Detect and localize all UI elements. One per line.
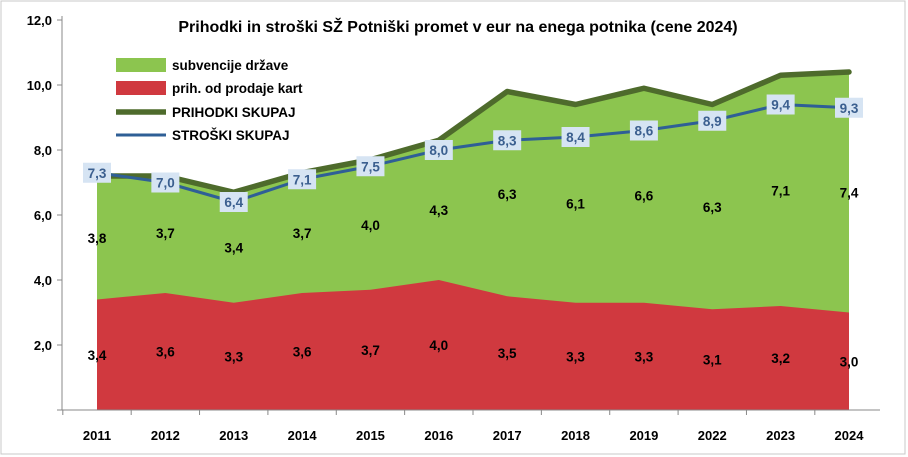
subvencije-data-label: 6,1: [566, 197, 585, 212]
cost-data-label: 8,4: [566, 130, 585, 145]
prodaja-data-label: 4,0: [429, 338, 448, 353]
cost-data-label: 7,5: [361, 159, 380, 174]
subvencije-data-label: 4,3: [429, 203, 448, 218]
legend-label-stroski: STROŠKI SKUPAJ: [172, 128, 290, 143]
cost-label-box: [493, 130, 522, 151]
x-tick-label: 2014: [288, 428, 318, 443]
x-tick-label: 2016: [424, 428, 453, 443]
legend-swatch-subvencije: [116, 58, 166, 72]
cost-label-box: [561, 127, 590, 147]
chart-title: Prihodki in stroški SŽ Potniški promet v…: [178, 17, 737, 36]
prodaja-data-label: 3,2: [771, 351, 790, 366]
x-tick-label: 2015: [356, 428, 385, 443]
y-tick-label: 6,0: [34, 208, 52, 223]
legend-label-subvencije: subvencije države: [172, 58, 289, 73]
line-prihodki-skupaj: [94, 69, 852, 195]
cost-label-box: [288, 169, 317, 190]
cost-label-box: [698, 110, 727, 131]
cost-data-label: 9,4: [771, 98, 790, 113]
prodaja-data-label: 3,3: [224, 349, 243, 364]
cost-data-label: 8,6: [635, 124, 654, 139]
area-prih-od-prodaje-kart: [97, 280, 849, 410]
prodaja-data-label: 3,6: [156, 345, 175, 360]
cost-label-box: [83, 162, 111, 183]
cost-label-box: [766, 94, 795, 115]
prodaja-data-label: 3,1: [703, 353, 722, 368]
y-tick-label: 8,0: [34, 143, 52, 158]
x-tick-label: 2011: [83, 428, 111, 443]
y-tick-label: 2,0: [34, 338, 52, 353]
cost-data-label: 8,9: [703, 114, 722, 129]
cost-data-label: 6,4: [224, 195, 243, 210]
cost-label-box: [356, 156, 385, 177]
subvencije-data-label: 7,1: [771, 184, 790, 199]
x-tick-label: 2018: [561, 428, 590, 443]
cost-data-label: 7,3: [88, 166, 107, 181]
x-tick-label: 2022: [698, 428, 727, 443]
x-tick-label: 2012: [151, 428, 180, 443]
cost-data-label: 7,0: [156, 176, 175, 191]
prodaja-data-label: 3,3: [566, 349, 585, 364]
prodaja-data-label: 3,6: [293, 345, 312, 360]
cost-data-label: 7,1: [293, 172, 312, 187]
subvencije-data-label: 6,6: [635, 189, 654, 204]
y-tick-label: 12,0: [27, 13, 52, 28]
legend-label-prihodki: PRIHODKI SKUPAJ: [172, 105, 296, 120]
x-tick-label: 2019: [629, 428, 658, 443]
cost-label-box: [835, 97, 863, 118]
cost-label-box: [424, 140, 453, 160]
prodaja-data-label: 3,7: [361, 343, 380, 358]
cost-data-label: 9,3: [840, 101, 859, 116]
subvencije-data-label: 3,8: [88, 231, 107, 246]
subvencije-data-label: 3,7: [156, 226, 175, 241]
cost-label-box: [151, 172, 180, 193]
x-tick-label: 2013: [219, 428, 248, 443]
x-tick-label: 2017: [493, 428, 522, 443]
prodaja-data-label: 3,0: [840, 354, 859, 369]
cost-data-label: 8,0: [429, 143, 448, 158]
subvencije-data-label: 3,4: [224, 241, 243, 256]
subvencije-data-label: 3,7: [293, 226, 312, 241]
cost-label-box: [219, 192, 248, 212]
subvencije-data-label: 7,4: [840, 185, 859, 200]
subvencije-data-label: 6,3: [703, 200, 722, 215]
subvencije-data-label: 6,3: [498, 187, 517, 202]
prodaja-data-label: 3,4: [88, 348, 107, 363]
prodaja-data-label: 3,3: [635, 349, 654, 364]
y-tick-label: 10,0: [27, 78, 52, 93]
y-tick-label: 4,0: [34, 273, 52, 288]
cost-data-label: 8,3: [498, 133, 517, 148]
x-tick-label: 2024: [835, 428, 865, 443]
x-tick-label: 2023: [766, 428, 795, 443]
cost-label-box: [629, 120, 658, 141]
legend-swatch-prodaja: [116, 81, 166, 95]
subvencije-data-label: 4,0: [361, 218, 380, 233]
prodaja-data-label: 3,5: [498, 346, 517, 361]
legend-label-prodaja: prih. od prodaje kart: [172, 81, 303, 96]
